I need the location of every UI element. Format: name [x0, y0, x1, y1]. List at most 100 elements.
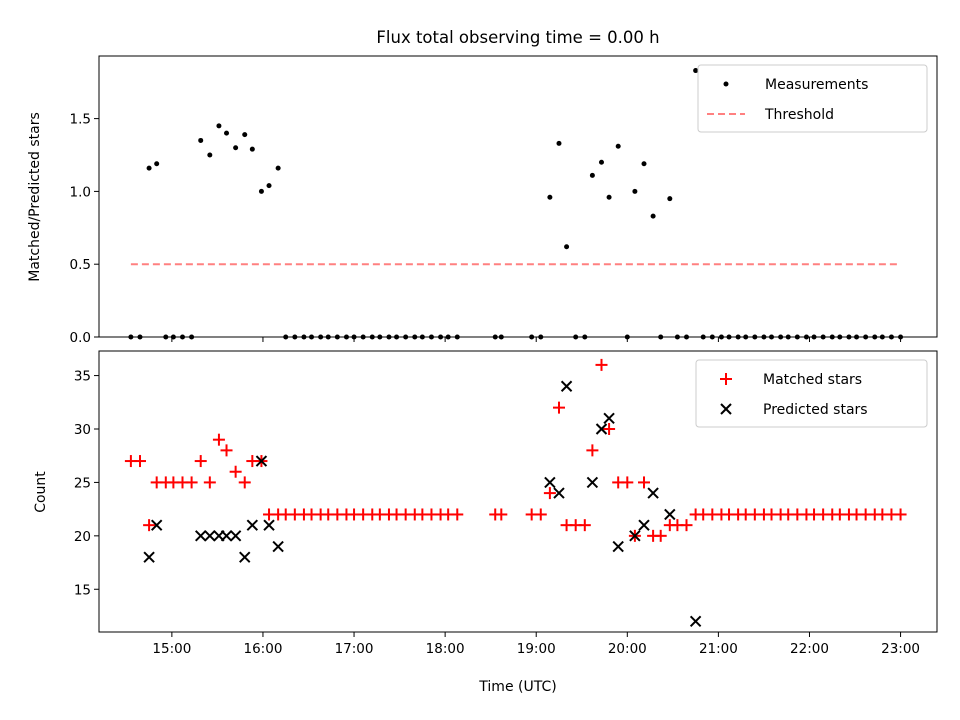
- matched-star-point: [229, 465, 242, 478]
- measurement-point: [564, 244, 570, 250]
- y-tick-label: 30: [74, 422, 91, 438]
- bottom-marks: [124, 358, 907, 628]
- predicted-star-point: [560, 380, 573, 392]
- matched-star-point: [654, 529, 667, 542]
- matched-star-point: [185, 476, 198, 489]
- measurement-point: [216, 123, 222, 129]
- top-axes-frame: [98, 55, 938, 338]
- x-axis-label: Time (UTC): [478, 679, 556, 695]
- bottom-legend-box: [695, 359, 928, 428]
- matched-star-point: [220, 444, 233, 457]
- predicted-star-point: [629, 530, 641, 542]
- x-tick-label: 23:00: [881, 641, 920, 657]
- legend-measurements-marker: [723, 81, 729, 87]
- matched-star-point: [212, 433, 225, 446]
- predicted-star-point: [647, 487, 659, 499]
- predicted-star-point: [263, 519, 275, 531]
- predicted-star-point: [638, 519, 650, 531]
- bottom-axes-frame: [98, 350, 938, 633]
- matched-star-point: [194, 455, 207, 468]
- predicted-star-point: [586, 476, 599, 489]
- measurement-point: [589, 172, 595, 178]
- predicted-star-point: [204, 530, 216, 542]
- measurement-point: [606, 194, 612, 200]
- measurement-point: [154, 161, 160, 167]
- measurement-point: [547, 194, 553, 200]
- x-tick-label: 19:00: [517, 641, 556, 657]
- measurement-point: [598, 159, 604, 165]
- predicted-star-point: [612, 540, 624, 553]
- bottom-y-ticks: 15 20 25 30 35: [74, 369, 99, 598]
- matched-star-point: [495, 508, 508, 521]
- measurement-point: [233, 145, 239, 151]
- matched-star-point: [621, 476, 634, 489]
- measurement-point: [249, 146, 255, 152]
- measurement-point: [258, 188, 264, 194]
- bottom-x-ticks: 15:00 16:00 17:00 18:00 19:00 20:00 21:00 22:00…: [152, 632, 920, 657]
- matched-star-point: [143, 519, 156, 532]
- x-tick-label: 17:00: [335, 641, 374, 657]
- top-x-ticks: [171, 337, 902, 342]
- y-tick-label: 1.0: [70, 184, 91, 200]
- bottom-y-axis-label: Count: [33, 471, 49, 513]
- matched-star-point: [603, 422, 616, 435]
- top-marks: [128, 68, 904, 340]
- predicted-star-point: [255, 455, 268, 467]
- predicted-star-point: [150, 519, 163, 531]
- predicted-star-point: [544, 476, 556, 489]
- legend-measurements-label: Measurements: [765, 77, 868, 93]
- y-tick-label: 25: [74, 475, 91, 491]
- predicted-star-point: [246, 519, 259, 531]
- y-tick-label: 1.5: [70, 112, 91, 128]
- chart-title: Flux total observing time = 0.00 h: [376, 28, 659, 47]
- x-tick-label: 20:00: [608, 641, 647, 657]
- x-tick-label: 18:00: [426, 641, 465, 657]
- matched-star-point: [133, 455, 146, 468]
- measurement-point: [693, 68, 699, 74]
- predicted-star-point: [220, 530, 233, 542]
- measurement-point: [667, 196, 673, 202]
- panel-counts: 15 20 25 30 35 15:00 16:00 17:00 18:00 19:00 20:0…: [33, 350, 938, 695]
- y-tick-label: 0.5: [70, 257, 91, 273]
- predicted-star-point: [553, 487, 565, 499]
- matched-star-point: [238, 476, 251, 489]
- matched-star-point: [680, 519, 693, 532]
- top-y-axis-label: Matched/Predicted stars: [27, 112, 43, 282]
- y-tick-label: 20: [74, 529, 91, 545]
- measurement-point: [224, 130, 230, 136]
- predicted-star-point: [603, 412, 615, 425]
- bottom-legend: Matched stars Predicted stars: [695, 359, 928, 428]
- predicted-star-point: [229, 530, 242, 542]
- matched-star-point: [451, 508, 464, 521]
- matched-star-point: [894, 508, 907, 521]
- top-legend-box: [697, 64, 928, 133]
- legend-threshold-label: Threshold: [764, 107, 834, 123]
- matched-star-point: [586, 444, 599, 457]
- measurement-point: [198, 137, 204, 143]
- top-legend: Measurements Threshold: [697, 64, 928, 133]
- predicted-star-point: [143, 551, 155, 563]
- matched-star-point: [578, 519, 591, 532]
- x-tick-label: 15:00: [152, 641, 191, 657]
- measurement-point: [556, 140, 562, 146]
- measurement-point: [632, 188, 638, 194]
- measurement-point: [650, 213, 656, 219]
- predicted-star-point: [239, 551, 251, 563]
- x-tick-label: 22:00: [790, 641, 829, 657]
- y-tick-label: 35: [74, 369, 91, 385]
- measurement-point: [242, 132, 248, 138]
- legend-predicted-marker: [720, 403, 732, 415]
- matched-star-point: [595, 358, 608, 371]
- matched-star-point: [543, 487, 556, 500]
- matched-star-point: [534, 508, 547, 521]
- predicted-star-point: [272, 540, 284, 553]
- matched-star-point: [552, 401, 565, 414]
- top-y-ticks: 0.0 0.5 1.0 1.5: [70, 112, 99, 346]
- legend-predicted-label: Predicted stars: [763, 402, 868, 418]
- measurement-point: [615, 143, 621, 149]
- measurement-point: [266, 183, 272, 189]
- measurement-point: [207, 152, 213, 158]
- y-tick-label: 0.0: [70, 330, 91, 346]
